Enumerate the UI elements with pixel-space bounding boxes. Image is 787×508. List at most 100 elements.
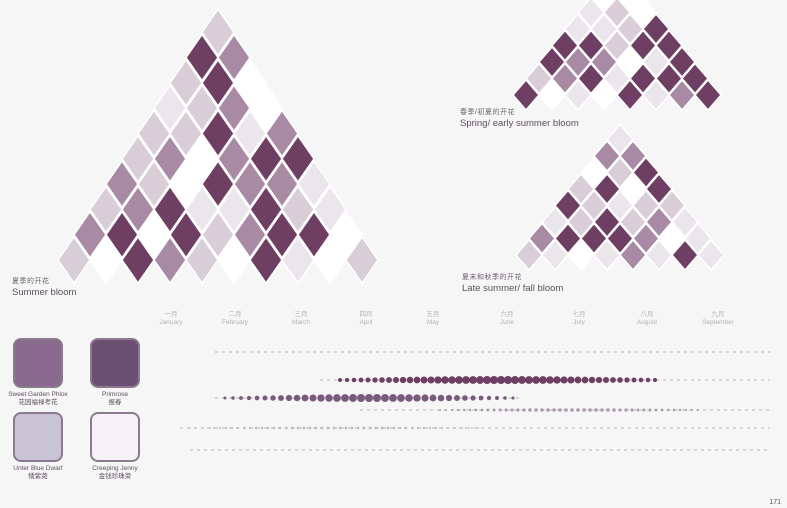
- bloom-dot: [308, 426, 312, 430]
- bloom-dot: [278, 426, 282, 430]
- bloom-dot: [511, 376, 519, 384]
- pyramid-tile: [281, 134, 315, 184]
- bloom-dot: [242, 426, 246, 430]
- bloom-dot: [189, 427, 191, 429]
- bloom-dot: [207, 427, 209, 429]
- bloom-dot: [552, 408, 556, 412]
- bloom-dot: [532, 376, 540, 384]
- bloom-dot: [476, 376, 484, 384]
- bloom-dot: [518, 376, 526, 384]
- bloom-dot: [236, 426, 240, 430]
- bloom-dot: [398, 426, 402, 430]
- caption-spring-cn: 春季/初夏的开花: [460, 109, 515, 116]
- bloom-dot: [498, 408, 502, 412]
- bloom-dot: [358, 377, 364, 383]
- pyramid-tile: [265, 159, 299, 209]
- bloom-dot: [478, 395, 484, 401]
- bloom-dot: [610, 377, 616, 383]
- pyramid-tile: [593, 172, 621, 206]
- bloom-dot: [447, 427, 449, 429]
- bloom-dot: [612, 408, 616, 412]
- bloom-dot: [511, 396, 515, 400]
- bloom-dot: [422, 426, 426, 430]
- caption-summer-en: Summer bloom: [12, 287, 77, 298]
- bloom-dot: [648, 408, 652, 412]
- bloom-dot: [223, 396, 227, 400]
- pyramid-tile: [153, 134, 187, 184]
- plant-label-primrose: Primrose 报春: [101, 391, 128, 406]
- bloom-dot: [410, 426, 414, 430]
- pyramid-tile: [629, 29, 657, 62]
- pyramid-tile: [632, 189, 660, 222]
- pyramid-tile: [538, 78, 566, 112]
- pyramid-tile: [619, 205, 647, 239]
- bloom-dot: [456, 408, 460, 412]
- bloom-dot: [309, 394, 317, 402]
- bloom-dot: [406, 376, 414, 384]
- bloom-dot: [421, 394, 429, 402]
- bloom-dot: [332, 426, 336, 430]
- pyramid-tile: [57, 235, 91, 285]
- pyramid-tile: [169, 109, 203, 158]
- bloom-dot: [284, 426, 288, 430]
- bloom-dot: [386, 426, 390, 430]
- bloom-dot: [440, 426, 444, 430]
- pyramid-tile: [137, 210, 171, 260]
- pyramid-tile: [105, 159, 139, 209]
- month-label: 六月 June: [499, 311, 515, 326]
- caption-late-en: Late summer/ fall bloom: [462, 283, 564, 294]
- bloom-dot: [450, 408, 454, 412]
- pyramid-tile: [619, 0, 641, 13]
- pyramid-tile: [297, 159, 331, 209]
- pyramid-tile: [619, 172, 647, 206]
- pyramid-tile: [606, 123, 634, 156]
- pyramid-tile: [655, 62, 683, 95]
- pyramid-tile: [105, 210, 139, 260]
- pyramid-tile: [73, 210, 107, 260]
- bloom-dot: [397, 394, 405, 402]
- pyramid-tile: [668, 45, 696, 79]
- bloom-dot: [471, 427, 473, 429]
- pyramid-tile: [564, 45, 592, 79]
- pyramid-tile: [313, 185, 347, 234]
- pyramid-tile: [169, 159, 203, 209]
- plant-swatch-primrose: [90, 338, 140, 388]
- pyramid-tile: [121, 134, 155, 184]
- pyramid-tile: [137, 159, 171, 209]
- bloom-dot: [595, 376, 603, 384]
- pyramid-tile: [642, 45, 670, 79]
- bloom-dot: [278, 395, 284, 401]
- bloom-dot: [338, 426, 342, 430]
- pyramid-tile: [201, 58, 235, 108]
- late-bloom-pyramid: [515, 123, 725, 272]
- bloom-dot: [239, 396, 243, 400]
- bloom-dot: [525, 376, 533, 384]
- bloom-dot: [631, 377, 637, 383]
- pyramid-tile: [567, 205, 595, 239]
- pyramid-tile: [249, 134, 283, 184]
- bloom-dot: [636, 408, 640, 412]
- month-label: 二月 February: [221, 311, 248, 326]
- bloom-dot: [574, 376, 582, 384]
- bloom-dot: [483, 376, 491, 384]
- bloom-dot: [357, 394, 365, 402]
- pyramid-tile: [694, 78, 722, 112]
- bloom-dot: [660, 408, 664, 412]
- pyramid-tile: [577, 29, 605, 62]
- bloom-dot: [439, 409, 441, 411]
- bloom-dot: [624, 377, 630, 383]
- pyramid-tile: [265, 210, 299, 260]
- pyramid-tile: [541, 205, 569, 239]
- bloom-dot: [405, 394, 413, 402]
- bloom-dot: [392, 426, 396, 430]
- pyramid-tile: [577, 62, 605, 95]
- bloom-dot: [652, 377, 658, 383]
- pyramid-tile: [153, 83, 187, 133]
- month-label: 八月 August: [636, 311, 658, 326]
- bloom-dot: [516, 408, 520, 412]
- pyramid-tile: [564, 12, 592, 46]
- bloom-dot: [380, 426, 384, 430]
- pyramid-tile: [681, 62, 709, 95]
- pyramid-tile: [551, 62, 579, 95]
